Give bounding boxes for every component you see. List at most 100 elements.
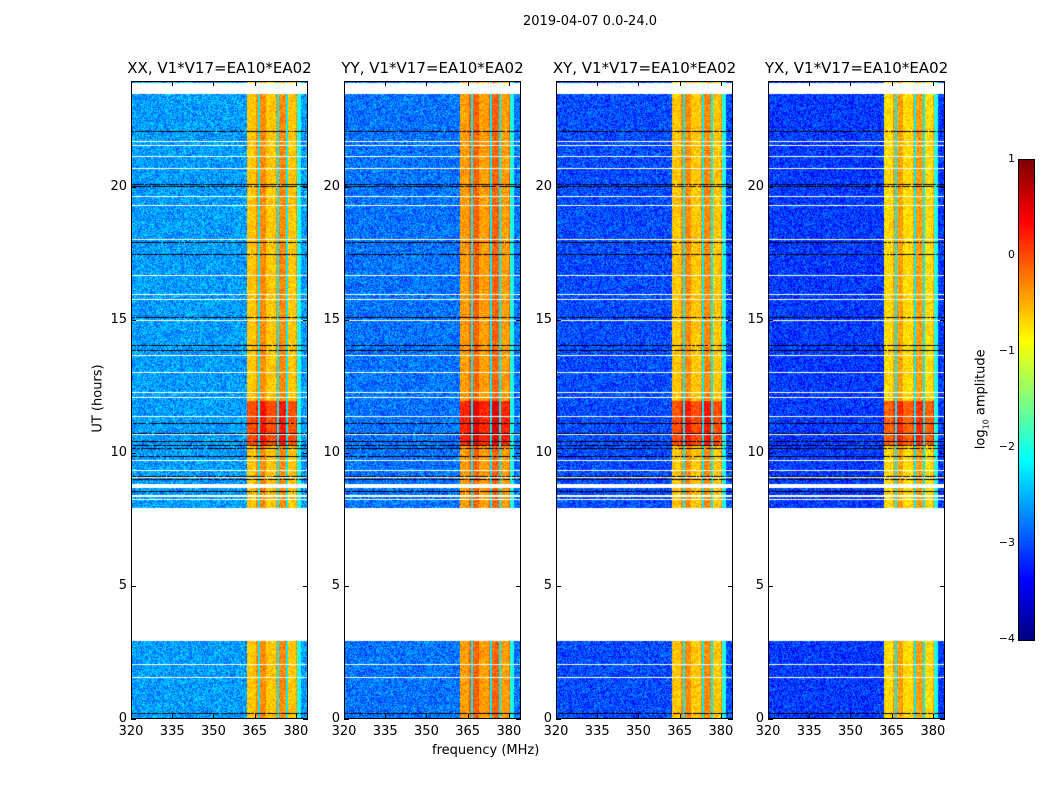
y-tick-label: 0 bbox=[118, 711, 127, 726]
y-tick-label: 5 bbox=[118, 578, 127, 594]
y-tick-label: 20 bbox=[323, 179, 340, 195]
y-tick-label: 15 bbox=[110, 312, 127, 328]
x-tick-label: 320 bbox=[118, 724, 144, 739]
x-tick-mark bbox=[638, 714, 640, 719]
colorbar-tick-label: −3 bbox=[998, 536, 1015, 549]
y-tick-label: 5 bbox=[755, 578, 764, 594]
x-tick-label: 380 bbox=[920, 724, 946, 739]
x-tick-mark bbox=[809, 81, 811, 86]
x-tick-mark bbox=[131, 81, 132, 86]
y-tick-mark bbox=[303, 453, 308, 455]
y-tick-label: 20 bbox=[110, 179, 127, 195]
y-tick-mark bbox=[940, 187, 945, 189]
x-tick-mark bbox=[768, 714, 769, 719]
heatmap-panel bbox=[131, 81, 308, 719]
y-tick-label: 5 bbox=[331, 578, 340, 594]
y-tick-mark bbox=[556, 320, 561, 322]
heatmap-image bbox=[769, 82, 944, 718]
x-tick-mark bbox=[213, 81, 215, 86]
y-tick-mark bbox=[516, 320, 521, 322]
heatmap-image bbox=[557, 82, 732, 718]
x-tick-mark bbox=[508, 81, 510, 86]
y-tick-label: 10 bbox=[323, 445, 340, 461]
x-tick-mark bbox=[638, 81, 640, 86]
colorbar-tick-label: 1 bbox=[1008, 152, 1015, 165]
x-tick-label: 380 bbox=[283, 724, 309, 739]
y-tick-mark bbox=[768, 586, 773, 588]
heatmap-image bbox=[132, 82, 307, 718]
y-tick-mark bbox=[303, 187, 308, 189]
colorbar-tick-label: −2 bbox=[998, 440, 1015, 453]
y-tick-label: 10 bbox=[747, 445, 764, 461]
y-tick-mark bbox=[940, 453, 945, 455]
x-tick-mark bbox=[720, 714, 722, 719]
y-tick-mark bbox=[728, 719, 733, 720]
y-tick-mark bbox=[556, 453, 561, 455]
x-tick-mark bbox=[850, 714, 852, 719]
y-tick-label: 0 bbox=[331, 711, 340, 726]
y-tick-mark bbox=[131, 586, 136, 588]
y-tick-mark bbox=[344, 719, 349, 720]
x-tick-label: 335 bbox=[372, 724, 398, 739]
x-tick-label: 365 bbox=[879, 724, 905, 739]
panel-title: YY, V1*V17=EA10*EA02 bbox=[341, 59, 524, 77]
x-tick-label: 380 bbox=[496, 724, 522, 739]
x-tick-label: 380 bbox=[708, 724, 734, 739]
y-tick-mark bbox=[131, 719, 136, 720]
x-tick-label: 335 bbox=[159, 724, 185, 739]
y-tick-mark bbox=[556, 187, 561, 189]
y-tick-mark bbox=[131, 453, 136, 455]
y-tick-mark bbox=[556, 719, 561, 720]
y-tick-label: 15 bbox=[747, 312, 764, 328]
y-tick-mark bbox=[344, 187, 349, 189]
x-axis-label: frequency (MHz) bbox=[432, 743, 540, 758]
x-tick-mark bbox=[720, 81, 722, 86]
x-tick-mark bbox=[679, 81, 681, 86]
y-tick-label: 10 bbox=[110, 445, 127, 461]
panel-title: XY, V1*V17=EA10*EA02 bbox=[552, 59, 737, 77]
y-tick-mark bbox=[303, 320, 308, 322]
x-tick-label: 335 bbox=[584, 724, 610, 739]
x-tick-mark bbox=[556, 81, 557, 86]
y-tick-mark bbox=[344, 453, 349, 455]
x-tick-mark bbox=[295, 81, 297, 86]
y-tick-mark bbox=[768, 187, 773, 189]
y-tick-mark bbox=[344, 586, 349, 588]
x-tick-label: 365 bbox=[455, 724, 481, 739]
y-tick-label: 20 bbox=[535, 179, 552, 195]
x-tick-mark bbox=[213, 714, 215, 719]
y-tick-label: 15 bbox=[535, 312, 552, 328]
x-tick-label: 350 bbox=[201, 724, 226, 739]
colorbar-label: log10 amplitude bbox=[973, 349, 991, 450]
y-tick-mark bbox=[516, 586, 521, 588]
x-tick-label: 320 bbox=[755, 724, 781, 739]
y-tick-mark bbox=[516, 187, 521, 189]
heatmap-panel bbox=[556, 81, 733, 719]
x-tick-label: 350 bbox=[626, 724, 651, 739]
x-tick-mark bbox=[254, 714, 256, 719]
y-tick-mark bbox=[303, 586, 308, 588]
panel-title: XX, V1*V17=EA10*EA02 bbox=[127, 59, 312, 77]
x-tick-label: 350 bbox=[838, 724, 863, 739]
colorbar-tick-label: 0 bbox=[1008, 248, 1015, 261]
y-tick-mark bbox=[768, 719, 773, 720]
x-tick-label: 320 bbox=[331, 724, 357, 739]
x-tick-mark bbox=[172, 714, 174, 719]
x-tick-mark bbox=[932, 81, 934, 86]
x-tick-mark bbox=[679, 714, 681, 719]
x-tick-mark bbox=[385, 81, 387, 86]
y-tick-mark bbox=[768, 453, 773, 455]
heatmap-image bbox=[345, 82, 520, 718]
figure-title: 2019-04-07 0.0-24.0 bbox=[523, 14, 657, 29]
y-tick-mark bbox=[728, 453, 733, 455]
y-tick-mark bbox=[556, 586, 561, 588]
x-tick-mark bbox=[467, 81, 469, 86]
x-tick-mark bbox=[385, 714, 387, 719]
x-tick-mark bbox=[597, 714, 599, 719]
x-tick-label: 350 bbox=[414, 724, 439, 739]
y-tick-label: 0 bbox=[543, 711, 552, 726]
y-tick-mark bbox=[516, 719, 521, 720]
x-tick-label: 365 bbox=[667, 724, 693, 739]
x-tick-mark bbox=[891, 81, 893, 86]
y-tick-label: 10 bbox=[535, 445, 552, 461]
